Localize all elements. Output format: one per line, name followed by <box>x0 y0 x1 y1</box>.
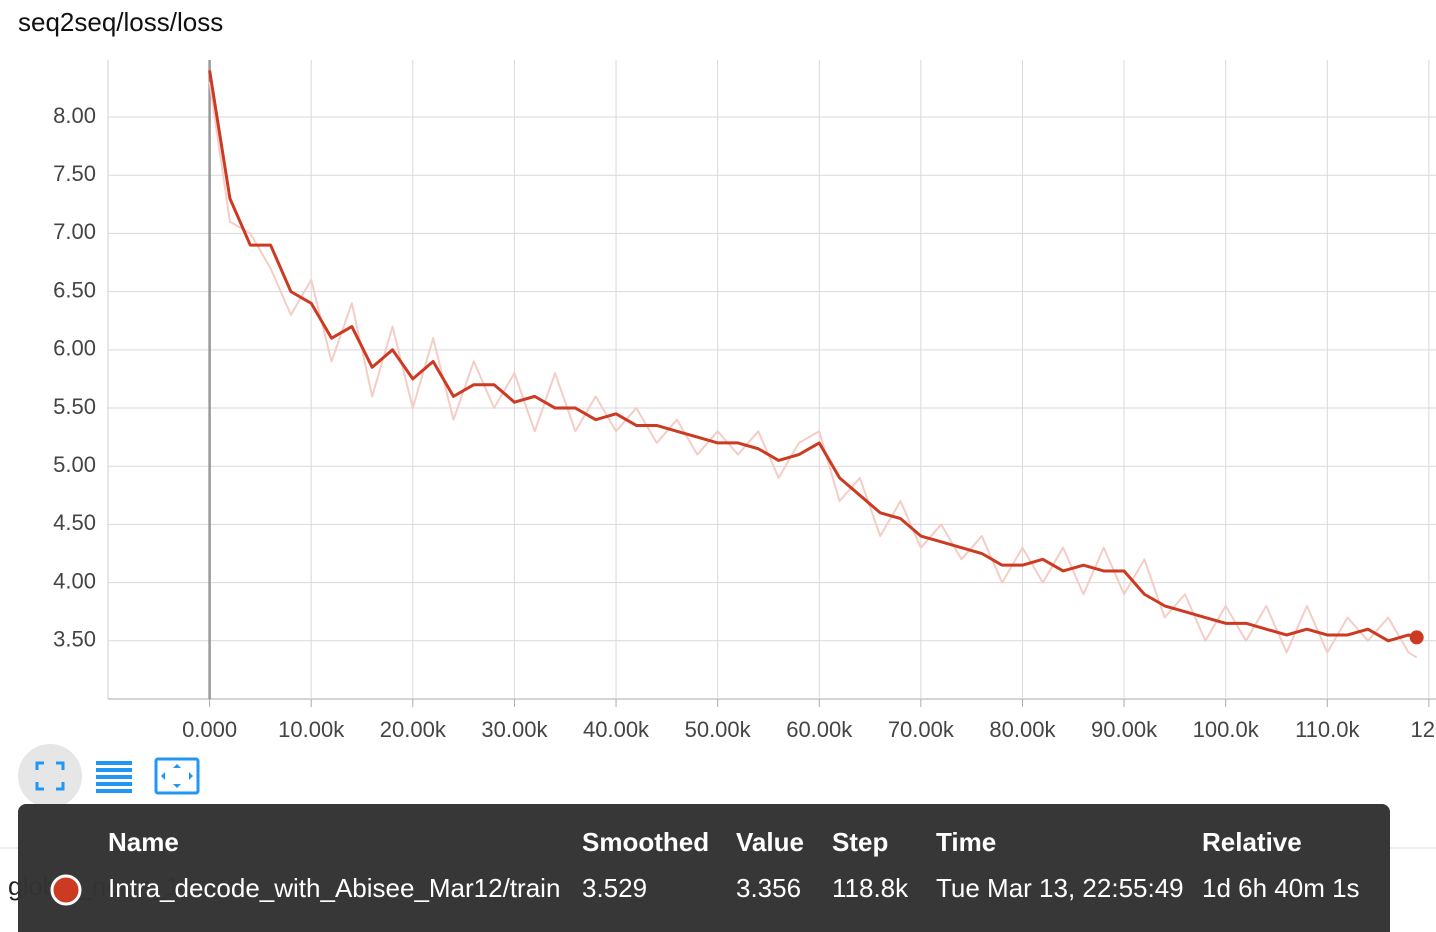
raw-line <box>208 81 1418 659</box>
tooltip-cell: 3.356 <box>736 873 801 903</box>
y-tick-label: 6.50 <box>53 277 96 302</box>
y-tick-label: 4.50 <box>53 510 96 535</box>
tooltip-header: Step <box>832 827 888 857</box>
x-tick-label: 80.00k <box>989 717 1056 742</box>
x-tick-label: 90.00k <box>1091 717 1158 742</box>
tooltip-header: Time <box>936 827 996 857</box>
x-tick-label: 100.0k <box>1193 717 1260 742</box>
last-point <box>1409 630 1424 645</box>
y-tick-label: 7.50 <box>53 161 96 186</box>
x-tick-label: 120 <box>1411 717 1436 742</box>
y-tick-label: 6.00 <box>53 336 96 361</box>
y-tick-label: 4.00 <box>53 568 96 593</box>
tooltip: Name Intra_decode_with_Abisee_Mar12/train… <box>18 804 1390 932</box>
fit-domain-button[interactable] <box>154 757 200 795</box>
tooltip-header: Smoothed <box>582 827 709 857</box>
x-tick-label: 0.000 <box>182 717 237 742</box>
chart-title: seq2seq/loss/loss <box>18 7 223 37</box>
y-tick-label: 8.00 <box>53 103 96 128</box>
smoothed-line <box>208 70 1418 643</box>
tooltip-cell: Tue Mar 13, 22:55:49 <box>936 873 1184 903</box>
tooltip-cell: 118.8k <box>832 873 909 903</box>
run-swatch <box>50 874 82 906</box>
fullscreen-button[interactable] <box>18 744 82 808</box>
tooltip-header: Name <box>108 827 179 857</box>
toolbar <box>18 744 200 808</box>
fullscreen-icon <box>35 761 65 791</box>
x-tick-label: 10.00k <box>278 717 345 742</box>
tooltip-cell: Intra_decode_with_Abisee_Mar12/train <box>108 873 560 903</box>
x-tick-label: 30.00k <box>481 717 548 742</box>
x-tick-label: 50.00k <box>685 717 752 742</box>
x-tick-label: 60.00k <box>786 717 853 742</box>
y-tick-label: 3.50 <box>53 627 96 652</box>
tooltip-cell: 3.529 <box>582 873 647 903</box>
tooltip-header: Relative <box>1202 827 1302 857</box>
y-tick-label: 5.00 <box>53 452 96 477</box>
x-tick-label: 110.0k <box>1295 717 1360 742</box>
tooltip-cell: 1d 6h 40m 1s <box>1202 873 1360 903</box>
tooltip-box <box>18 804 1390 932</box>
y-tick-label: 7.00 <box>53 219 96 244</box>
tooltip-header: Value <box>736 827 804 857</box>
y-tick-label: 5.50 <box>53 394 96 419</box>
x-tick-label: 20.00k <box>380 717 447 742</box>
x-tick-label: 40.00k <box>583 717 650 742</box>
x-tick-label: 70.00k <box>888 717 955 742</box>
toggle-log-button[interactable] <box>96 761 132 793</box>
plot: 3.50 4.00 4.50 5.00 5.50 6.00 6.50 7.00 7.50 8.00… <box>53 60 1436 742</box>
